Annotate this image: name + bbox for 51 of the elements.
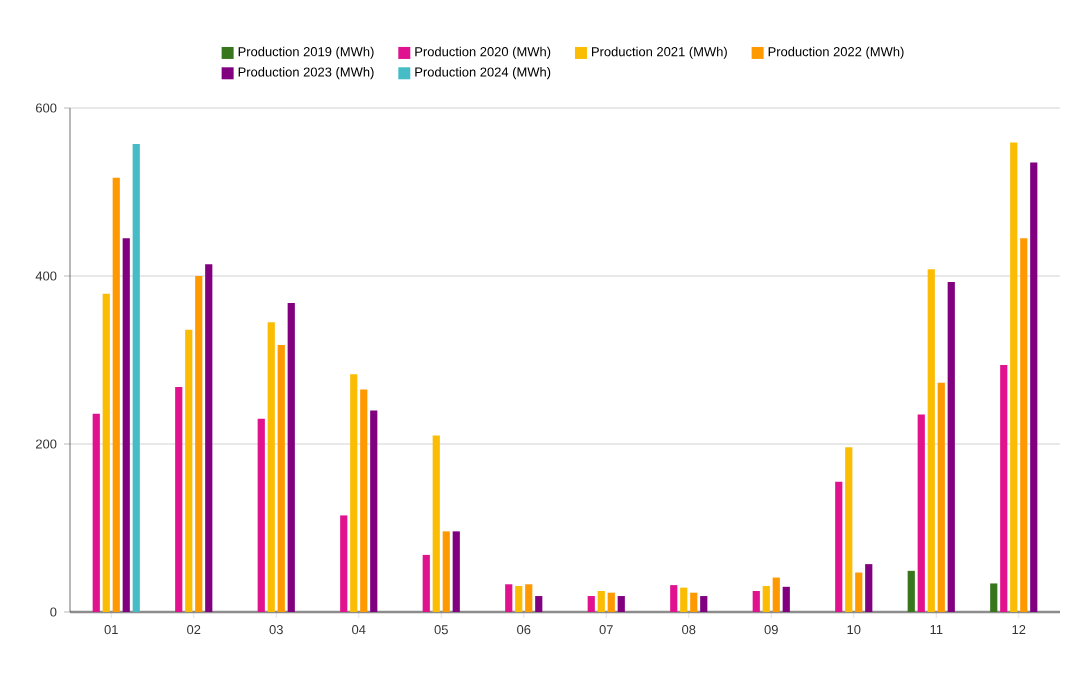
bar [990, 583, 998, 612]
bar [927, 269, 935, 612]
bar [670, 585, 678, 612]
bar [195, 276, 203, 612]
bar [370, 410, 378, 612]
bar [700, 596, 708, 612]
bar [185, 329, 193, 612]
bar [267, 322, 275, 612]
bar [597, 591, 605, 612]
bar [1020, 238, 1028, 612]
bar [515, 585, 523, 612]
bar [205, 264, 213, 612]
bar [1030, 162, 1038, 612]
bar [680, 587, 688, 612]
bar [907, 570, 915, 612]
bar [432, 435, 440, 612]
bar [340, 515, 348, 612]
bar [1000, 365, 1008, 612]
bar [422, 554, 430, 612]
bar [772, 577, 780, 612]
bar [617, 596, 625, 612]
bar [442, 531, 450, 612]
bar [917, 414, 925, 612]
bar [102, 293, 110, 612]
bar [175, 386, 183, 612]
bar [350, 374, 358, 612]
bar [865, 564, 873, 612]
bar [607, 592, 615, 612]
bar [845, 447, 853, 612]
bar [287, 302, 295, 612]
bar [855, 572, 863, 612]
bar [505, 584, 513, 612]
bar [782, 586, 790, 612]
bar [112, 177, 120, 612]
bar [92, 413, 100, 612]
bar [257, 418, 265, 612]
bar [587, 596, 595, 612]
bar [452, 531, 460, 612]
bar [535, 596, 543, 612]
bar [1010, 142, 1018, 612]
bar [690, 592, 698, 612]
bar [277, 344, 285, 612]
bar [122, 238, 130, 612]
bar [835, 481, 843, 612]
bar [360, 389, 368, 612]
bar [762, 585, 770, 612]
bar [947, 281, 955, 612]
bar [752, 591, 760, 612]
bar [132, 144, 140, 612]
bar [525, 584, 533, 612]
bar [937, 382, 945, 612]
